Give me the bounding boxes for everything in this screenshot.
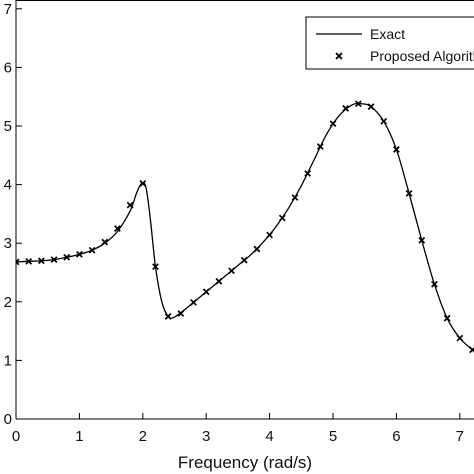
data-point-proposed [50, 256, 58, 264]
data-point-proposed [469, 346, 474, 354]
y-tick-label: 0 [4, 411, 12, 428]
y-tick-label: 2 [4, 294, 12, 311]
data-point-proposed [316, 143, 324, 150]
data-point-proposed [342, 105, 350, 112]
data-point-proposed [75, 250, 83, 258]
data-point-proposed [25, 257, 33, 265]
data-point-proposed [291, 194, 299, 201]
axes [15, 0, 474, 420]
data-point-proposed [431, 280, 438, 288]
x-tick-label: 7 [456, 428, 464, 445]
data-point-proposed [418, 236, 426, 244]
data-point-proposed [354, 100, 362, 108]
data-point-proposed [114, 225, 121, 232]
data-point-proposed [304, 170, 312, 177]
data-point-proposed [329, 120, 337, 128]
y-tick-label: 4 [4, 177, 12, 194]
data-point-proposed [152, 263, 159, 271]
legend: Exact Proposed Algorithm [305, 16, 474, 70]
x-tick-label: 6 [392, 428, 400, 445]
data-point-proposed [37, 257, 45, 265]
data-point-proposed [190, 298, 197, 306]
series-line-exact [16, 102, 473, 351]
data-point-proposed [392, 146, 400, 153]
y-tick-label: 1 [4, 352, 12, 369]
data-point-proposed [215, 277, 223, 285]
data-point-proposed [278, 214, 286, 222]
data-point-proposed [126, 201, 134, 209]
data-point-proposed [63, 253, 71, 261]
data-point-proposed [88, 246, 96, 254]
legend-label-proposed-algorithm: Proposed Algorithm [370, 48, 474, 64]
plot-area [16, 100, 474, 354]
data-point-proposed [456, 334, 464, 342]
x-tick-label: 4 [265, 428, 273, 445]
data-point-proposed [177, 310, 185, 317]
data-point-proposed [101, 238, 109, 246]
data-point-proposed [405, 189, 413, 197]
data-point-proposed [380, 117, 388, 125]
y-tick-label: 6 [4, 59, 12, 76]
y-tick-label: 7 [4, 1, 12, 18]
data-point-proposed [228, 267, 235, 275]
x-tick-label: 0 [12, 428, 20, 445]
x-tick-label: 5 [329, 428, 337, 445]
x-tick-label: 2 [139, 428, 147, 445]
data-point-proposed [253, 245, 261, 253]
data-point-proposed [367, 103, 375, 111]
data-point-proposed [164, 313, 172, 320]
legend-marker-swatch [335, 52, 343, 60]
data-point-proposed [16, 258, 20, 266]
legend-label-exact: Exact [370, 26, 405, 42]
data-point-proposed [443, 314, 451, 322]
x-tick-label: 1 [75, 428, 83, 445]
data-point-proposed [202, 288, 210, 296]
legend-box [305, 16, 474, 70]
data-point-proposed [240, 256, 248, 264]
y-tick-label: 5 [4, 118, 12, 135]
y-tick-label: 3 [4, 235, 12, 252]
ticks: 0 1 2 3 4 5 6 7 0 1 2 3 4 5 6 7 [4, 1, 464, 445]
x-axis-label: Frequency (rad/s) [178, 453, 312, 472]
data-point-proposed [266, 231, 274, 239]
x-tick-label: 3 [202, 428, 210, 445]
data-point-proposed [139, 180, 147, 187]
